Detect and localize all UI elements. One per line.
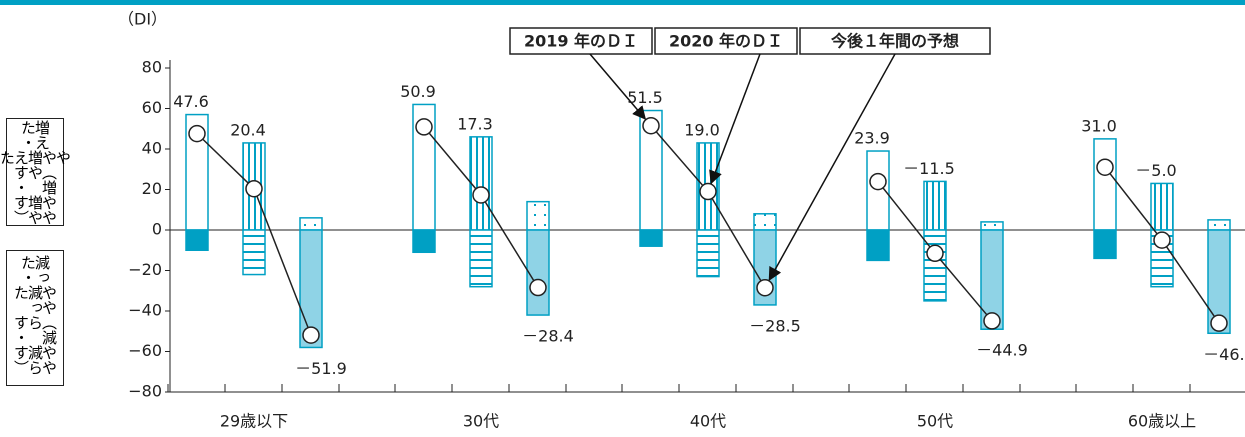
decrease-bar [1207, 229, 1231, 335]
increase-bar [753, 213, 777, 231]
di-point [756, 278, 774, 297]
increase-bar [1207, 219, 1231, 231]
data-label: －46.0 [1203, 345, 1245, 364]
di-point [1096, 158, 1114, 176]
increase-bar [299, 217, 323, 231]
data-label: 17.3 [457, 114, 493, 133]
di-point [245, 179, 263, 198]
di-point [1153, 231, 1171, 249]
increase-bar [980, 221, 1004, 231]
y-tick-label: 40 [142, 139, 162, 158]
x-tick-label: 50代 [917, 412, 953, 431]
decrease-bar [185, 229, 209, 251]
decrease-bar [242, 229, 266, 276]
axis-note-line: 増えた・ [19, 119, 51, 150]
data-label: 47.6 [173, 92, 209, 111]
legend-arrow [709, 53, 761, 185]
di-point [926, 244, 944, 263]
di-point [642, 116, 660, 135]
di-point [302, 326, 320, 344]
data-label: －28.4 [522, 327, 574, 346]
increase-bar [1093, 138, 1117, 231]
data-label: －51.9 [295, 359, 347, 378]
top-stripe [0, 0, 1245, 5]
x-tick-label: 40代 [690, 412, 726, 431]
di-point [983, 312, 1001, 330]
y-tick-label: −80 [128, 382, 162, 401]
data-label: 20.4 [230, 120, 266, 139]
legend-box [509, 27, 653, 55]
legend-label: 今後１年間の予想 [830, 32, 959, 51]
y-tick-label: −60 [128, 341, 162, 360]
legend-arrow [768, 53, 896, 282]
axis-note-line: やや増やす） [12, 194, 58, 225]
di-point [188, 124, 206, 143]
y-tick-label: 20 [142, 179, 162, 198]
y-tick-label: 80 [142, 58, 162, 77]
x-tick-label: 30代 [463, 412, 499, 431]
di-point [699, 182, 717, 201]
decrease-bar [923, 229, 947, 302]
decrease-bar [412, 229, 436, 254]
decrease-bar [866, 229, 890, 262]
x-tick-label: 60歳以上 [1128, 412, 1196, 431]
data-label: －5.0 [1135, 161, 1176, 180]
data-label: 31.0 [1081, 116, 1117, 135]
legend-box [654, 27, 798, 55]
data-label: －11.5 [903, 159, 955, 178]
data-label: 19.0 [684, 120, 720, 139]
data-label: 50.9 [400, 82, 436, 101]
x-tick-label: 29歳以下 [220, 412, 288, 431]
increase-bar [526, 200, 550, 231]
legend-label: 2019 年のＤＩ [524, 32, 638, 51]
axis-note-line: 減った・ [19, 255, 51, 285]
legend-label: 2020 年のＤＩ [669, 32, 783, 51]
increase-label-box: 増えた・ やや増えた （増やす・ やや増やす） [0, 118, 72, 226]
axis-note-line: やや減らす） [12, 345, 58, 375]
y-tick-label: −40 [128, 301, 162, 320]
di-point [1210, 314, 1228, 332]
axis-note-line: （減らす・ [12, 315, 58, 345]
decrease-bar [696, 229, 720, 278]
di-point [529, 278, 547, 297]
di-point [869, 172, 887, 191]
axis-note-line: （増やす・ [12, 164, 58, 195]
y-tick-label: 60 [142, 98, 162, 117]
decrease-bar [639, 229, 663, 247]
axis-note-line: やや増えた [0, 149, 72, 165]
data-label: －44.9 [976, 341, 1028, 360]
decrease-label-box: 減った・ やや減った （減らす・ やや減らす） [6, 250, 64, 386]
di-point [415, 118, 433, 136]
y-tick-label: −20 [128, 260, 162, 279]
increase-bar [469, 136, 493, 231]
data-label: 51.5 [627, 88, 663, 107]
axis-note-line: やや減った [12, 285, 58, 315]
y-tick-label: 0 [152, 220, 162, 239]
legend-arrow [589, 53, 647, 120]
decrease-bar [1093, 229, 1117, 260]
increase-bar [1150, 182, 1174, 231]
increase-bar [923, 180, 947, 231]
di-point [472, 186, 490, 204]
decrease-bar [469, 229, 493, 288]
decrease-bar [299, 229, 323, 349]
data-label: －28.5 [749, 316, 801, 335]
data-label: 23.9 [854, 129, 890, 148]
decrease-bar [526, 229, 550, 316]
y-axis-label: （DI） [118, 10, 167, 29]
